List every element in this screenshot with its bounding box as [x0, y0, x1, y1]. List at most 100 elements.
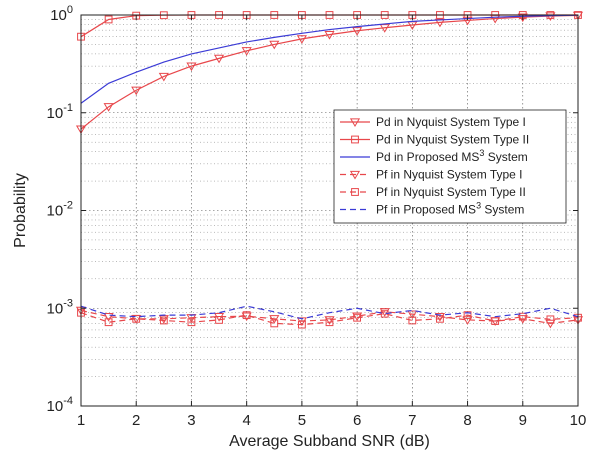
data-point-marker: [241, 312, 252, 322]
legend-label: Pf in Nyquist System Type II: [376, 185, 526, 199]
data-point-marker: [213, 54, 225, 64]
y-tick-label: 100: [50, 4, 73, 24]
legend-label-text: Pd in Nyquist System Type I: [376, 115, 526, 129]
data-point-marker: [215, 316, 223, 324]
data-point-marker: [546, 315, 555, 324]
legend-label-suffix: System: [484, 150, 527, 164]
series-line: [80, 312, 579, 326]
y-tick-base: 10: [47, 203, 64, 220]
data-point-marker: [270, 319, 279, 328]
data-point-marker: [159, 316, 168, 325]
data-point-marker: [104, 318, 113, 327]
legend-item: Pd in Nyquist System Type II: [340, 133, 529, 147]
legend-label-superscript: 3: [476, 201, 481, 211]
y-tick-label: 10-4: [47, 395, 73, 415]
series-3: [80, 14, 579, 104]
y-tick-label: 10-2: [47, 200, 73, 220]
series-4: [75, 306, 584, 329]
data-point-marker: [269, 40, 280, 50]
data-point-marker: [572, 11, 584, 21]
legend-label-superscript: 3: [479, 148, 484, 158]
data-point-marker: [103, 103, 114, 112]
legend-item: Pd in Nyquist System Type I: [340, 115, 526, 129]
legend-label-text: Pf in Nyquist System Type I: [376, 168, 523, 182]
legend-label-text: Pf in Nyquist System Type II: [376, 185, 526, 199]
data-point-marker: [349, 170, 361, 180]
series-line: [80, 14, 579, 104]
data-point-marker: [491, 317, 500, 325]
data-point-marker: [132, 314, 141, 323]
legend-item: Pf in Nyquist System Type II: [340, 185, 526, 199]
legend-label: Pd in Proposed MS3 System: [376, 148, 528, 164]
data-point-marker: [408, 316, 417, 325]
x-tick-label: 3: [187, 412, 195, 429]
data-point-marker: [517, 13, 528, 23]
data-point-marker: [434, 313, 446, 322]
x-tick-label: 1: [77, 412, 85, 429]
y-tick-base: 10: [47, 398, 64, 415]
x-tick-label: 10: [570, 412, 587, 429]
legend-item: Pf in Nyquist System Type I: [340, 168, 523, 182]
legend: Pd in Nyquist System Type I Pd in Nyquist…: [333, 109, 567, 224]
legend-label-text: Pd in Nyquist System Type II: [376, 133, 529, 147]
data-point-marker: [351, 188, 359, 196]
y-tick-exponent: 0: [67, 4, 73, 16]
data-point-marker: [518, 312, 527, 321]
y-axis-label: Probability: [12, 173, 29, 248]
data-point-marker: [545, 319, 556, 329]
data-point-marker: [325, 318, 334, 327]
y-tick-base: 10: [47, 105, 64, 122]
x-tick-label: 4: [242, 412, 250, 429]
x-tick-label: 2: [132, 412, 140, 429]
x-axis-label: Average Subband SNR (dB): [229, 433, 430, 450]
y-tick-exponent: -4: [63, 395, 73, 407]
data-point-marker: [352, 312, 363, 322]
data-point-marker: [545, 12, 556, 22]
data-point-marker: [296, 35, 307, 44]
data-point-marker: [463, 311, 472, 320]
x-tick-label: 8: [463, 412, 471, 429]
legend-label: Pf in Proposed MS3 System: [376, 201, 524, 217]
data-point-marker: [517, 315, 528, 324]
data-point-marker: [379, 308, 390, 317]
data-point-marker: [462, 316, 473, 325]
x-tick-label: 7: [408, 412, 416, 429]
x-tick-label: 9: [519, 412, 527, 429]
x-tick-label: 6: [353, 412, 361, 429]
data-point-marker: [158, 72, 169, 82]
data-point-marker: [131, 86, 142, 96]
legend-label: Pd in Nyquist System Type I: [376, 115, 526, 129]
legend-label: Pf in Nyquist System Type I: [376, 168, 523, 182]
y-tick-base: 10: [50, 7, 67, 24]
data-point-marker: [241, 47, 252, 56]
series-line: [80, 309, 579, 324]
y-tick-label: 10-1: [47, 102, 73, 122]
y-tick-base: 10: [47, 300, 64, 317]
legend-box: [333, 109, 567, 224]
legend-item: Pf in Proposed MS3 System: [340, 201, 524, 217]
data-point-marker: [269, 315, 280, 324]
data-point-marker: [297, 320, 306, 329]
y-tick-exponent: -1: [63, 102, 73, 114]
data-point-marker: [379, 24, 390, 33]
data-point-marker: [352, 27, 363, 36]
legend-item: Pd in Proposed MS3 System: [340, 148, 528, 164]
legend-label-suffix: System: [481, 203, 524, 217]
data-point-marker: [213, 313, 225, 322]
data-point-marker: [324, 30, 335, 40]
legend-label-text: Pd in Proposed MS: [376, 150, 479, 164]
data-point-marker: [353, 313, 362, 322]
data-point-marker: [103, 313, 114, 322]
data-point-marker: [104, 15, 113, 24]
data-point-marker: [351, 135, 359, 144]
legend-label: Pd in Nyquist System Type II: [376, 133, 529, 147]
data-point-marker: [349, 118, 361, 127]
data-point-marker: [187, 318, 196, 327]
y-tick-exponent: -2: [63, 200, 73, 212]
series-6: [80, 305, 579, 320]
legend-label-text: Pf in Proposed MS: [376, 203, 476, 217]
series-line: [80, 305, 579, 320]
